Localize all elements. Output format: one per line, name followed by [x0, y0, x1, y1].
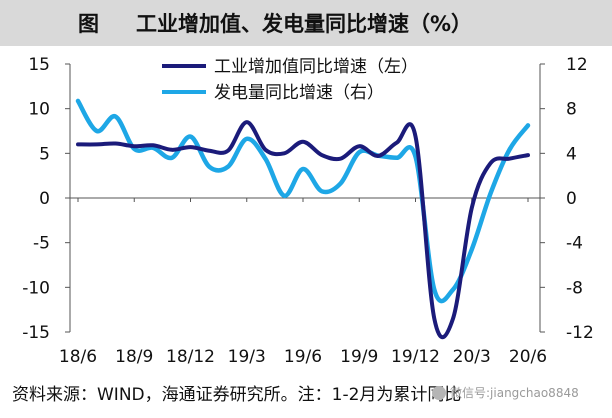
left-tick-label: 15 [28, 55, 50, 75]
x-tick-label: 19/12 [391, 347, 440, 367]
source-note: 资料来源：WIND，海通证券研究所。注：1-2月为累计同比 [12, 385, 462, 405]
x-tick-label: 19/6 [284, 347, 322, 367]
left-tick-label: -10 [22, 278, 50, 298]
x-tick-label: 18/6 [59, 347, 97, 367]
right-tick-label: -8 [566, 278, 583, 298]
x-tick-label: 18/12 [166, 347, 215, 367]
watermark: 微信号:jiangchao8848 [432, 384, 579, 401]
left-tick-label: 0 [39, 189, 50, 209]
watermark-text: 微信号:jiangchao8848 [450, 386, 579, 400]
x-tick-label: 19/3 [228, 347, 266, 367]
series-line-industrial [76, 120, 530, 340]
wechat-icon [432, 385, 446, 400]
legend-label: 发电量同比增速（右） [214, 83, 384, 103]
left-tick-label: -5 [33, 234, 50, 254]
x-tick-label: 19/9 [340, 347, 378, 367]
series-line-power [75, 98, 531, 304]
title-bar: 图 工业增加值、发电量同比增速（%） [0, 0, 612, 46]
left-tick-label: -15 [22, 323, 50, 343]
left-tick-label: 10 [28, 100, 50, 120]
right-tick-label: -4 [566, 234, 583, 254]
line-chart: 15 10 5 0 -5 -10 -15 12 8 4 0 -4 -8 -12 18/6 18/9 18/12 1… [22, 55, 594, 367]
right-tick-label: 0 [566, 189, 577, 209]
x-tick-label: 20/6 [509, 347, 547, 367]
right-tick-label: 12 [566, 55, 588, 75]
x-tick-label: 18/9 [115, 347, 153, 367]
x-tick-label: 20/3 [453, 347, 491, 367]
chart-title: 工业增加值、发电量同比增速（%） [136, 12, 473, 36]
figure-label: 图 [78, 12, 99, 36]
legend-label: 工业增加值同比增速（左） [214, 57, 418, 77]
right-tick-label: 8 [566, 100, 577, 120]
left-tick-label: 5 [39, 144, 50, 164]
right-tick-label: 4 [566, 144, 577, 164]
right-tick-label: -12 [566, 323, 594, 343]
